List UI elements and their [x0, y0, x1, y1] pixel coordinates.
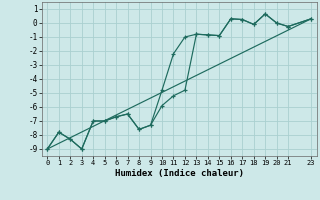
X-axis label: Humidex (Indice chaleur): Humidex (Indice chaleur)	[115, 169, 244, 178]
